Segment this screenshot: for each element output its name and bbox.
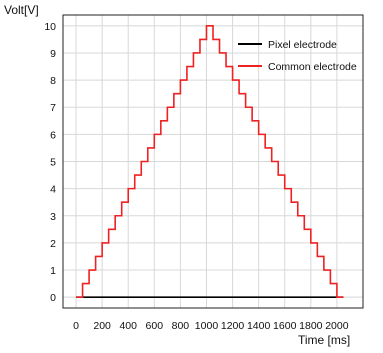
y-tick-label-0: 0 bbox=[50, 292, 56, 304]
y-tick-label-10: 10 bbox=[44, 21, 56, 33]
y-tick-label-4: 4 bbox=[50, 184, 56, 196]
y-tick-labels: 0 1 2 3 4 5 6 7 8 9 10 bbox=[44, 21, 56, 304]
x-tick-label-1400: 1400 bbox=[247, 320, 271, 332]
series-line-1 bbox=[76, 25, 344, 298]
x-tick-labels: 0 200 400 600 800 1000 1200 1400 1600 1800 2000 bbox=[73, 320, 349, 332]
y-tick-label-5: 5 bbox=[50, 157, 56, 169]
series bbox=[76, 25, 344, 298]
legend-label-0: Pixel electrode bbox=[268, 39, 337, 51]
y-tick-label-8: 8 bbox=[50, 75, 56, 87]
x-tick-label-200: 200 bbox=[93, 320, 111, 332]
x-tick-label-1000: 1000 bbox=[195, 320, 219, 332]
y-tick-label-3: 3 bbox=[50, 211, 56, 223]
y-tick-label-1: 1 bbox=[50, 265, 56, 277]
x-tick-label-400: 400 bbox=[119, 320, 137, 332]
x-tick-label-0: 0 bbox=[73, 320, 79, 332]
legend-label-1: Common electrode bbox=[268, 61, 357, 73]
y-tick-label-2: 2 bbox=[50, 238, 56, 250]
x-tick-label-1600: 1600 bbox=[273, 320, 297, 332]
y-tick-label-6: 6 bbox=[50, 129, 56, 141]
x-tick-label-2000: 2000 bbox=[325, 320, 349, 332]
x-axis-title: Time [ms] bbox=[298, 333, 350, 347]
y-axis-title: Volt[V] bbox=[4, 3, 39, 17]
x-tick-label-1200: 1200 bbox=[221, 320, 245, 332]
x-tick-label-1800: 1800 bbox=[299, 320, 323, 332]
plot-frame bbox=[62, 14, 364, 309]
y-tick-label-7: 7 bbox=[50, 102, 56, 114]
y-tick-label-9: 9 bbox=[50, 48, 56, 60]
x-tick-label-600: 600 bbox=[146, 320, 164, 332]
legend: Pixel electrode Common electrode bbox=[238, 39, 357, 73]
x-tick-label-800: 800 bbox=[172, 320, 190, 332]
